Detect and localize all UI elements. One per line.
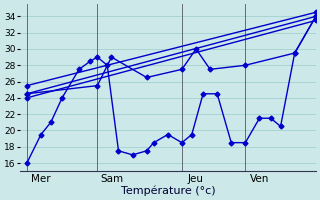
X-axis label: Température (°c): Température (°c): [121, 185, 215, 196]
